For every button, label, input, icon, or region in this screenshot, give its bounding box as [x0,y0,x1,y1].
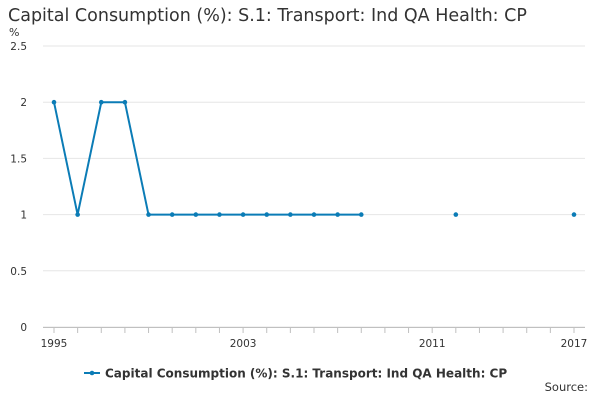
data-point[interactable] [311,212,317,217]
y-tick-label: 0.5 [10,266,27,278]
y-tick-label: 0 [20,322,27,334]
y-tick-label: 1 [20,210,27,222]
x-tick-label: 2011 [419,338,446,350]
data-point[interactable] [264,212,270,217]
data-point[interactable] [288,212,293,217]
data-point[interactable] [193,212,199,217]
x-tick-label: 1995 [41,338,68,350]
x-axis: 1995 2003 2011 2017 [41,327,588,350]
series-layer [51,99,577,217]
data-point[interactable] [75,212,80,217]
data-point[interactable] [146,212,151,217]
source-label: Source: [544,380,588,394]
data-point[interactable] [335,212,340,217]
data-point[interactable] [51,99,57,105]
y-tick-label: 1.5 [10,153,27,165]
legend-label: Capital Consumption (%): S.1: Transport:… [105,367,507,381]
data-point[interactable] [122,99,128,105]
data-point[interactable] [217,212,222,217]
chart-title: Capital Consumption (%): S.1: Transport:… [8,6,527,26]
data-point[interactable] [240,212,246,217]
data-point[interactable] [571,212,577,217]
data-point[interactable] [169,212,175,217]
data-point[interactable] [98,99,104,105]
series-line [53,101,362,216]
y-tick-label: 2 [20,97,27,109]
data-point[interactable] [453,212,459,217]
gridlines [43,45,585,328]
y-axis-unit: % [9,26,19,39]
legend-marker [89,370,95,376]
data-point[interactable] [358,212,364,217]
y-tick-label: 2.5 [10,41,27,53]
legend[interactable]: Capital Consumption (%): S.1: Transport:… [84,367,507,381]
y-axis-tick-labels: 0 0.5 1 1.5 2 2.5% [9,26,27,334]
x-tick-label: 2003 [230,338,257,350]
x-tick-label: 2017 [561,338,588,350]
